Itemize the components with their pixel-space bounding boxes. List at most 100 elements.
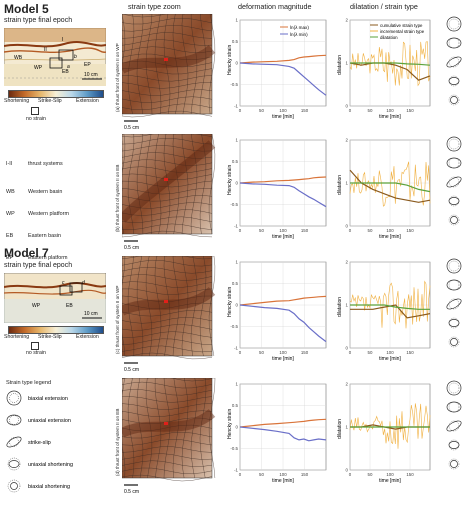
strain-legend: biaxial extension uniaxial extension str… — [6, 390, 73, 493]
x-axis-label: time [min] — [272, 478, 294, 484]
y-tick-label: 0 — [346, 224, 349, 229]
legend-key: WP — [6, 211, 15, 217]
map-label-wp: WP — [34, 65, 43, 71]
map-label-eb: EB — [62, 69, 69, 75]
dilatation-legend-item: dilatation — [380, 35, 398, 40]
y-tick-label: 1 — [346, 425, 349, 430]
x-tick-label: 150 — [301, 350, 309, 355]
zoom-scale-label: 0.5 cm — [124, 125, 139, 131]
model5-title: Model 5 — [4, 2, 49, 16]
series-lambda-max — [239, 418, 327, 428]
strain-glyph-icon — [446, 16, 462, 32]
map7-point-d: d — [82, 280, 85, 286]
colorbar5-strikeslip: Strike-Slip — [38, 98, 62, 104]
y-tick-label: -0.5 — [230, 324, 238, 329]
x-tick-label: 100 — [386, 228, 394, 233]
y-tick-label: 0 — [236, 61, 239, 66]
x-axis-label: time [min] — [379, 356, 401, 362]
x-tick-label: 100 — [386, 108, 394, 113]
map7-label-eb: EB — [66, 303, 73, 309]
legend-text-strike-slip: strike-slip — [28, 440, 51, 446]
legend-value: Eastern platform — [28, 255, 68, 261]
x-tick-label: 100 — [386, 472, 394, 477]
series-dilatation — [350, 62, 431, 66]
x-tick-label: 0 — [349, 108, 352, 113]
y-tick-label: 0 — [236, 303, 239, 308]
colorbar5-shortening: Shortening — [4, 98, 30, 104]
strain-glyph-icon — [446, 176, 462, 188]
colorbar7-extension: Extension — [76, 334, 99, 340]
map7-label-wp: WP — [32, 303, 41, 309]
series-lambda-min — [239, 304, 327, 343]
y-tick-label: 0 — [346, 468, 349, 473]
map-label-i: I — [62, 37, 63, 43]
x-axis-label: time [min] — [272, 114, 294, 120]
strain-glyph-icon — [446, 136, 462, 152]
y-tick-label: 0.5 — [232, 159, 239, 164]
legend-key: I-II — [6, 161, 13, 167]
y-tick-label: 0 — [346, 346, 349, 351]
x-tick-label: 150 — [406, 108, 414, 113]
y-tick-label: 2 — [346, 260, 349, 265]
series-lambda-max — [239, 295, 327, 306]
model7-title: Model 7 — [4, 246, 49, 260]
no-strain-label-5: no strain — [26, 116, 46, 122]
series-dilatation — [350, 304, 430, 310]
header-zoom: strain type zoom — [128, 2, 181, 11]
no-strain-label-7: no strain — [26, 350, 46, 356]
header-dilatation: dilatation / strain type — [350, 2, 418, 11]
legend-glyph-uniaxial-extension-icon — [6, 414, 22, 426]
strain-glyph-icon — [448, 319, 460, 327]
series-lambda-min — [239, 182, 327, 208]
zoom-panel-c: 0.5 cm — [122, 256, 216, 373]
y-tick-label: 1 — [346, 181, 349, 186]
model5-colorbar — [8, 90, 104, 98]
strain-glyph-icon — [446, 380, 462, 396]
strain-glyph-icon — [446, 258, 462, 274]
legend-glyph-biaxial-extension-icon — [6, 390, 22, 406]
y-tick-label: -1 — [234, 468, 238, 473]
x-tick-label: 50 — [368, 472, 373, 477]
legend-value: Western basin — [28, 189, 63, 195]
y-tick-label: 0.5 — [232, 403, 239, 408]
model5-scale: 10 cm — [84, 72, 98, 78]
legend-value: Eastern basin — [28, 233, 61, 239]
series-dilatation — [350, 182, 431, 193]
legend-value: thrust systems — [28, 161, 63, 167]
legend-text-uniaxial-extension: uniaxial extension — [28, 418, 71, 424]
zoom-scale-label: 0.5 cm — [124, 245, 139, 251]
x-tick-label: 150 — [406, 350, 414, 355]
model7-subtitle: strain type final epoch — [4, 262, 73, 269]
legend-text-uniaxial-shortening: uniaxial shortening — [28, 462, 73, 468]
x-tick-label: 0 — [239, 472, 242, 477]
y-tick-label: 1 — [236, 138, 239, 143]
x-tick-label: 0 — [239, 350, 242, 355]
strain-legend-title: Strain type legend — [6, 380, 52, 386]
x-tick-label: 50 — [368, 350, 373, 355]
colorbar7-shortening: Shortening — [4, 334, 30, 340]
legend-key: EP — [6, 255, 14, 261]
x-tick-label: 0 — [239, 108, 242, 113]
strain-glyph-icon — [450, 338, 458, 346]
series-incremental — [349, 280, 431, 329]
series-lambda-min — [239, 426, 327, 442]
strain-glyph-icon — [446, 420, 462, 432]
x-tick-label: 50 — [259, 228, 264, 233]
x-tick-label: 150 — [301, 472, 309, 477]
legend-text-biaxial-shortening: biaxial shortening — [28, 484, 70, 490]
map-label-wb: WB — [14, 55, 23, 61]
y-tick-label: 1 — [236, 18, 239, 23]
legend-glyph-strike-slip-icon — [6, 436, 22, 448]
y-tick-label: 1 — [346, 303, 349, 308]
legend-lambda-max: ln(λ max) — [290, 25, 309, 30]
map-point-b: b — [74, 54, 77, 60]
map-point-a: a — [67, 64, 70, 70]
y-tick-label: 0 — [346, 104, 349, 109]
y-tick-label: -1 — [234, 224, 238, 229]
y-tick-label: 0.5 — [232, 281, 239, 286]
